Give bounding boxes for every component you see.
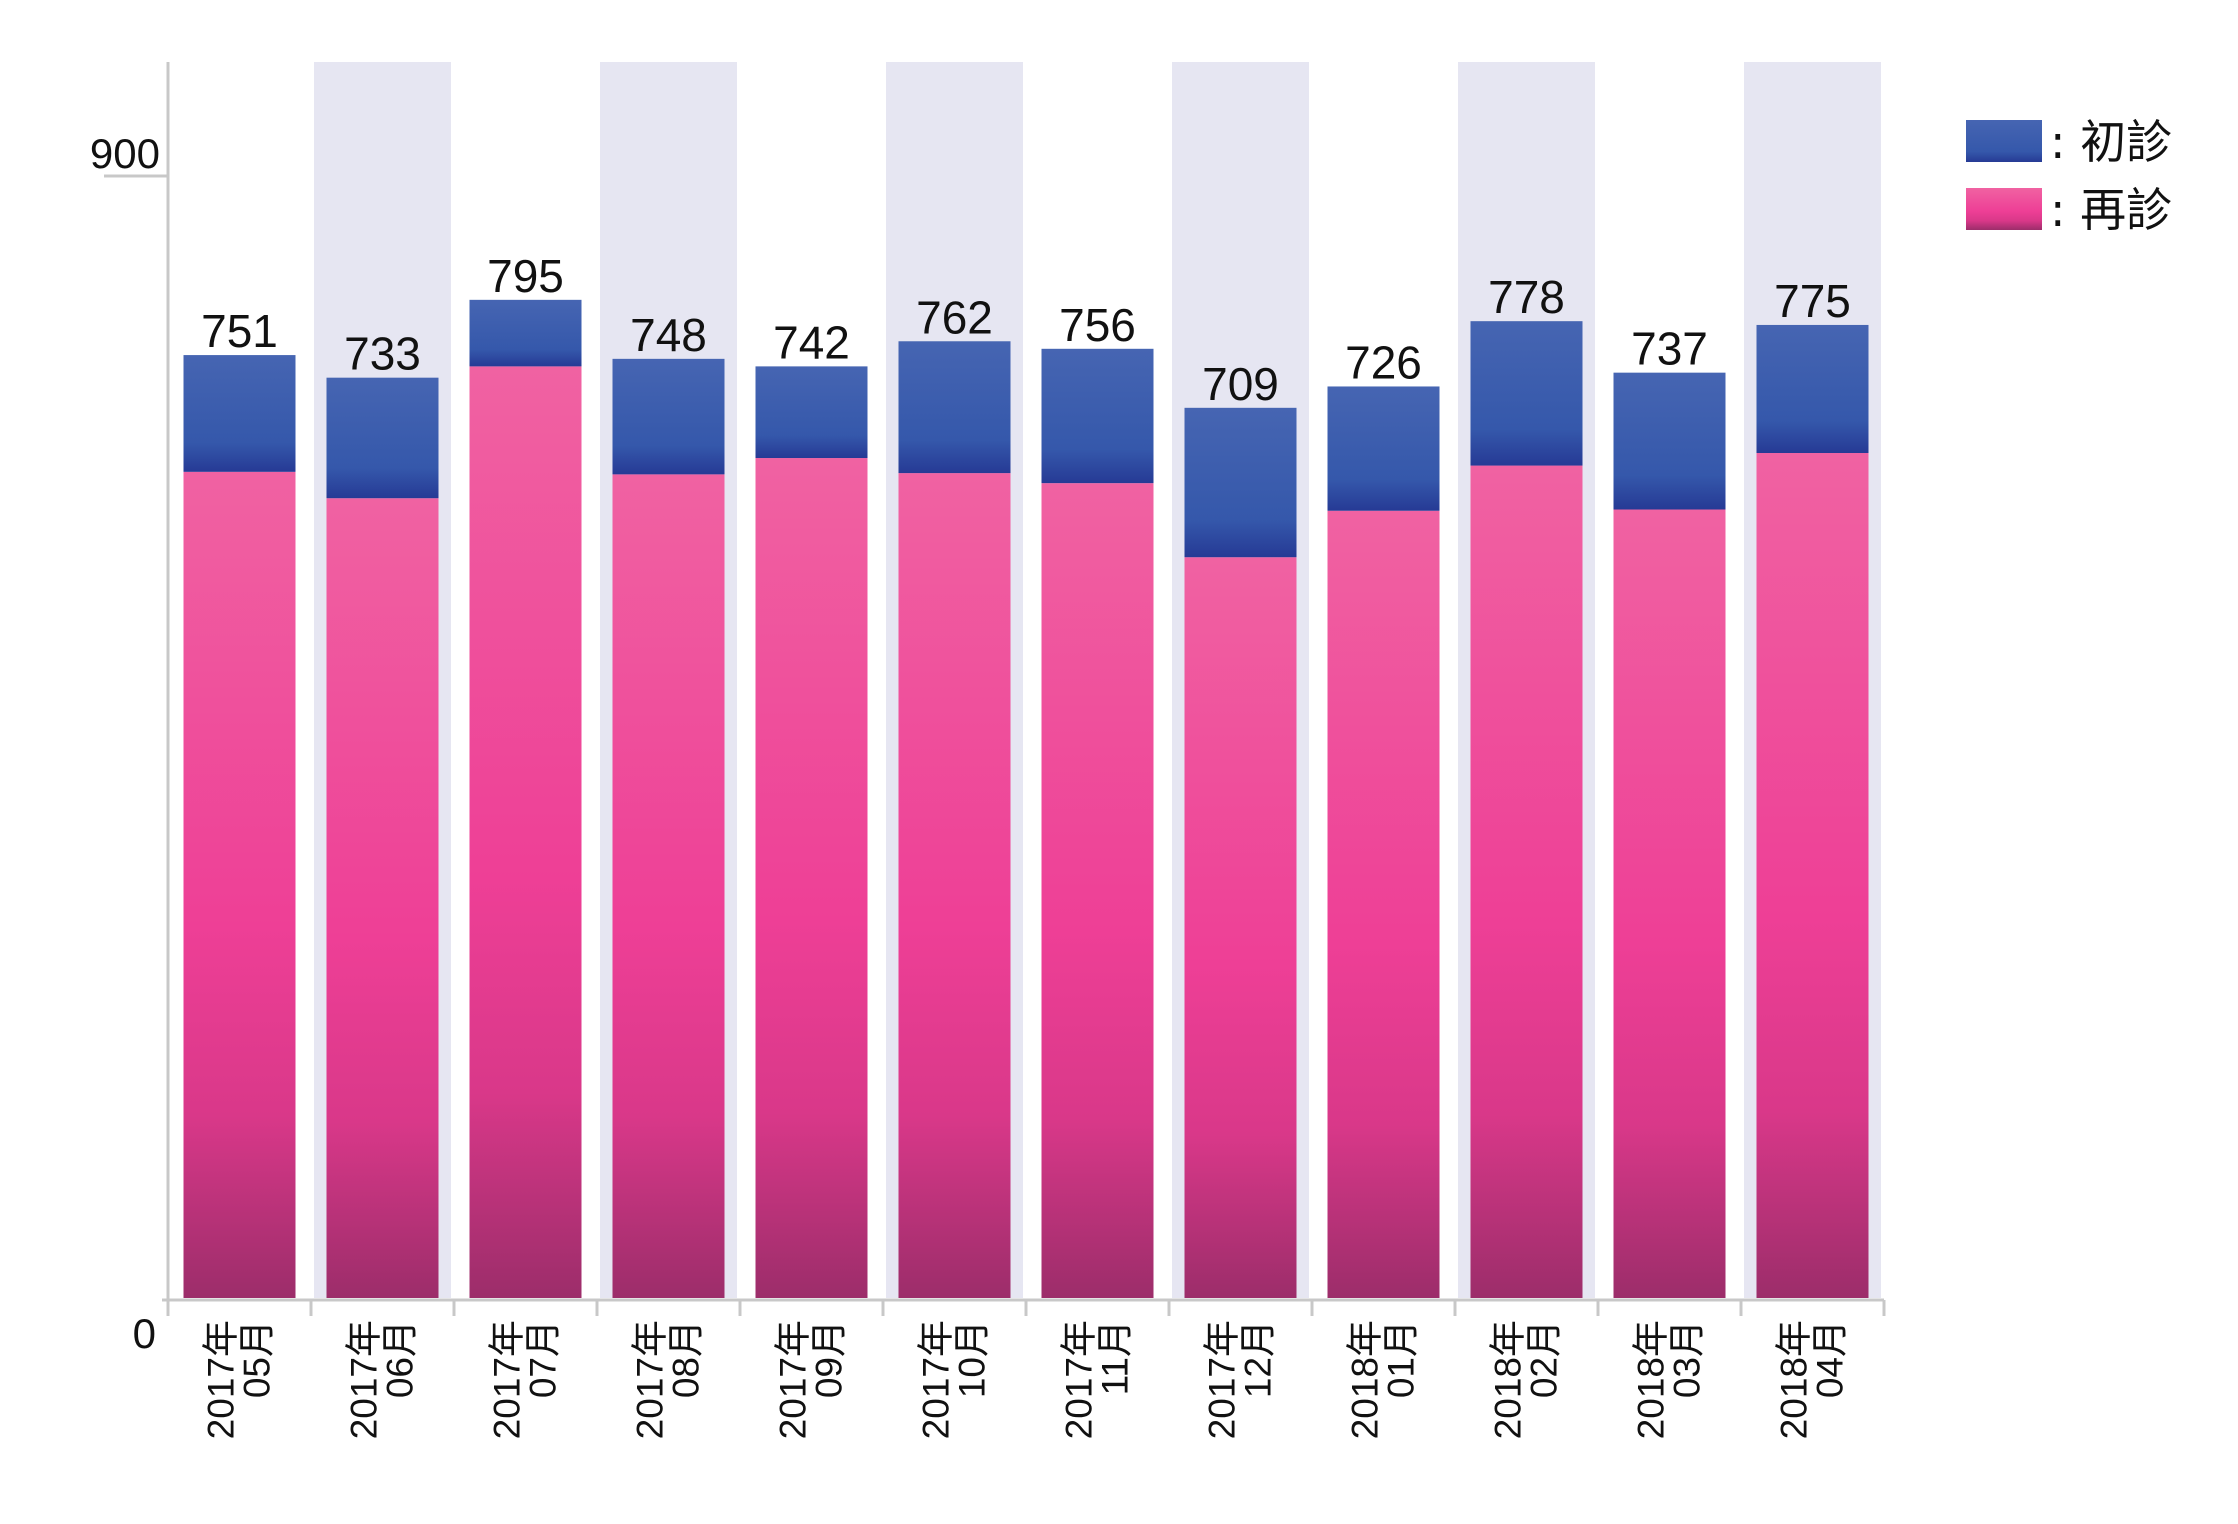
- bar-total-label: 742: [773, 316, 850, 368]
- bar-segment-revisit: [1184, 557, 1297, 1298]
- category-label-month: 07月: [523, 1320, 564, 1398]
- bar-total-label: 748: [630, 309, 707, 361]
- bar-segment-first-visit: [1756, 324, 1869, 454]
- category-label-month: 10月: [952, 1320, 993, 1398]
- bar-segment-revisit: [1327, 510, 1440, 1298]
- bars: [183, 299, 1869, 1299]
- category-label-year: 2017年: [201, 1320, 242, 1439]
- bar-total-label: 756: [1059, 299, 1136, 351]
- bar-segment-revisit: [183, 471, 296, 1298]
- category-label-month: 05月: [237, 1320, 278, 1398]
- bar-total-label: 751: [201, 305, 278, 357]
- category-label-month: 06月: [380, 1320, 421, 1398]
- bar-segment-first-visit: [1470, 321, 1583, 466]
- category-label-month: 02月: [1524, 1320, 1565, 1398]
- bar-segment-revisit: [326, 498, 439, 1298]
- category-label-month: 08月: [666, 1320, 707, 1398]
- category-label-month: 12月: [1238, 1320, 1279, 1398]
- bar-segment-first-visit: [1184, 407, 1297, 558]
- bar-segment-first-visit: [183, 355, 296, 472]
- value-labels: 751 733 795 748 742 762 756 709 726 778 737 775: [201, 250, 1851, 410]
- bar-segment-first-visit: [1041, 348, 1154, 484]
- category-label-year: 2017年: [344, 1320, 385, 1439]
- category-label-year: 2018年: [1488, 1320, 1529, 1439]
- bar-segment-revisit: [1470, 465, 1583, 1299]
- category-label-year: 2017年: [916, 1320, 957, 1439]
- category-label-month: 04月: [1810, 1320, 1851, 1398]
- category-label-year: 2018年: [1345, 1320, 1386, 1439]
- category-label-month: 01月: [1381, 1320, 1422, 1398]
- bar-total-label: 795: [487, 250, 564, 302]
- bar-total-label: 733: [344, 328, 421, 380]
- bar-segment-first-visit: [612, 358, 725, 475]
- category-label-year: 2017年: [1202, 1320, 1243, 1439]
- legend-swatch: [1966, 120, 2042, 162]
- bar-segment-revisit: [469, 366, 582, 1298]
- category-label-year: 2017年: [1059, 1320, 1100, 1439]
- category-label-month: 03月: [1667, 1320, 1708, 1398]
- category-label-year: 2017年: [773, 1320, 814, 1439]
- category-label-year: 2018年: [1631, 1320, 1672, 1439]
- bar-segment-revisit: [1756, 453, 1869, 1298]
- category-label-month: 11月: [1095, 1320, 1136, 1395]
- category-label-month: 09月: [809, 1320, 850, 1398]
- bar-total-label: 709: [1202, 358, 1279, 410]
- legend-label: : 初診: [2050, 115, 2172, 169]
- bar-segment-revisit: [898, 473, 1011, 1299]
- bar-segment-first-visit: [755, 366, 868, 459]
- bar-segment-revisit: [755, 458, 868, 1298]
- bar-segment-revisit: [612, 474, 725, 1298]
- legend-swatch: [1966, 188, 2042, 230]
- category-label-year: 2018年: [1774, 1320, 1815, 1439]
- bar-total-label: 762: [916, 291, 993, 343]
- bar-segment-first-visit: [469, 299, 582, 367]
- bar-total-label: 775: [1774, 275, 1851, 327]
- bar-segment-first-visit: [1327, 386, 1440, 511]
- y-tick-label: 0: [133, 1310, 156, 1357]
- bar-segment-revisit: [1613, 509, 1726, 1298]
- y-tick-label: 900: [90, 130, 160, 177]
- axes: 0 900: [90, 62, 1886, 1357]
- bar-segment-first-visit: [898, 341, 1011, 474]
- bar-segment-first-visit: [1613, 372, 1726, 510]
- bar-segment-revisit: [1041, 483, 1154, 1299]
- category-label-year: 2017年: [487, 1320, 528, 1439]
- bar-total-label: 726: [1345, 336, 1422, 388]
- bar-total-label: 778: [1488, 271, 1565, 323]
- legend-label: : 再診: [2050, 183, 2172, 237]
- category-label-year: 2017年: [630, 1320, 671, 1439]
- bar-segment-first-visit: [326, 377, 439, 499]
- bar-total-label: 737: [1631, 323, 1708, 375]
- legend: : 初診 : 再診: [1966, 115, 2172, 237]
